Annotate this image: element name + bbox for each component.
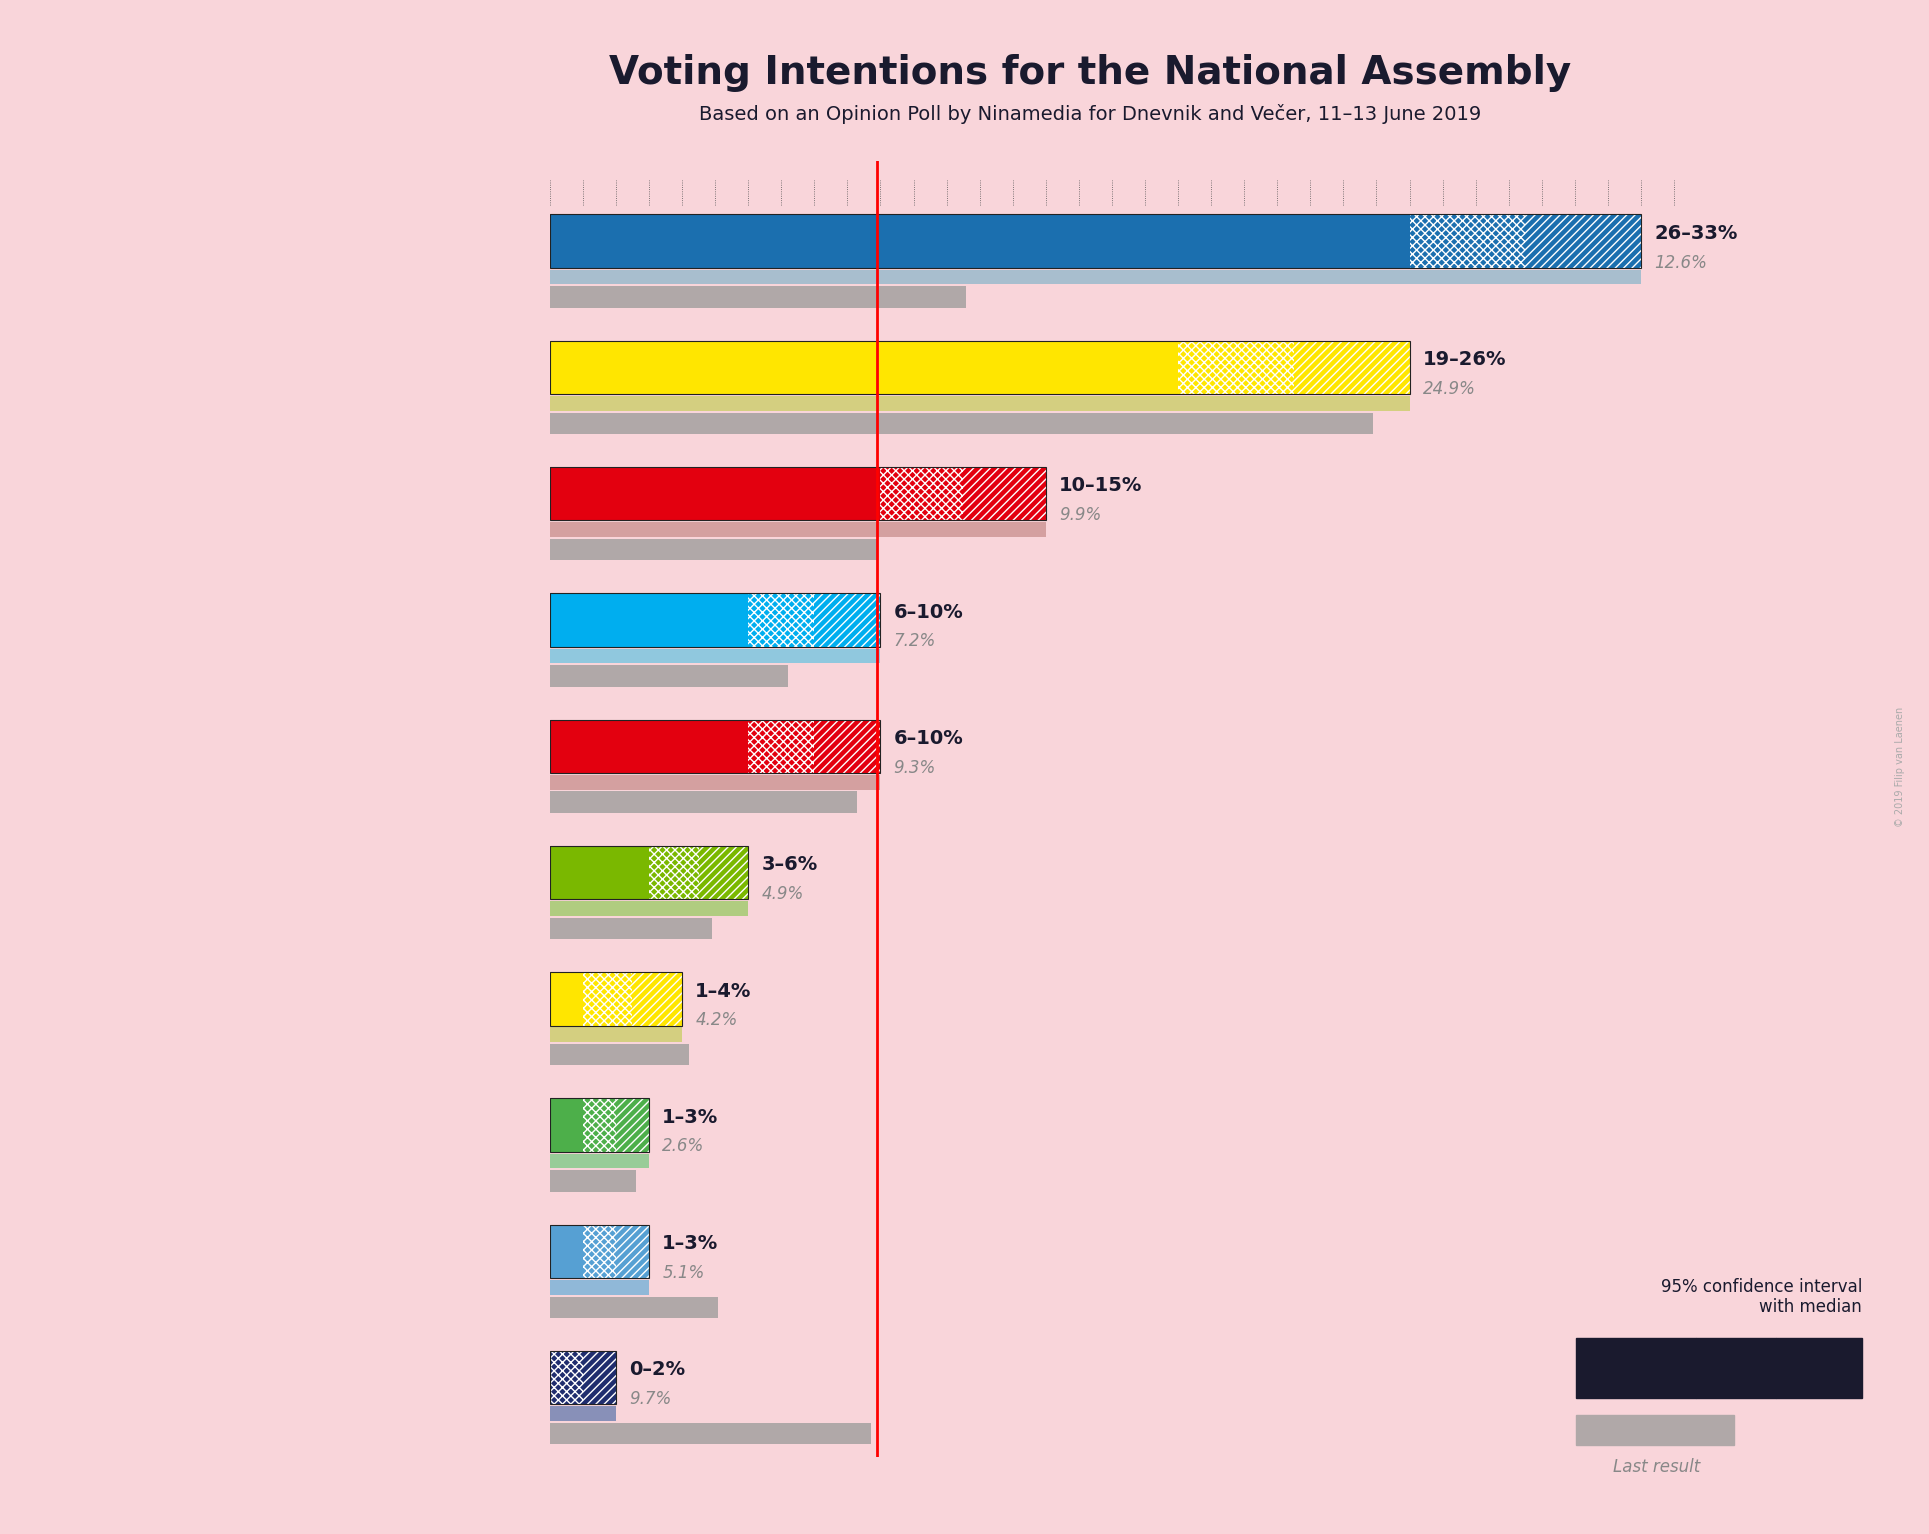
Bar <box>748 594 814 647</box>
Bar <box>550 287 966 308</box>
Bar <box>550 1154 648 1169</box>
Text: 4.2%: 4.2% <box>694 1011 737 1029</box>
Bar <box>814 719 880 773</box>
Bar <box>550 1279 648 1295</box>
Bar <box>748 719 814 773</box>
Bar <box>550 845 748 899</box>
Bar <box>550 341 1410 394</box>
Text: Based on an Opinion Poll by Ninamedia for Dnevnik and Večer, 11–13 June 2019: Based on an Opinion Poll by Ninamedia fo… <box>698 104 1481 124</box>
Bar <box>550 973 583 1026</box>
Text: 6–10%: 6–10% <box>893 603 963 621</box>
Text: 0–2%: 0–2% <box>629 1361 685 1379</box>
Bar <box>615 1224 648 1278</box>
Bar <box>583 1224 615 1278</box>
Text: 5.1%: 5.1% <box>662 1264 704 1282</box>
Bar <box>1179 341 1294 394</box>
Bar <box>550 1351 615 1404</box>
Bar <box>550 396 1410 411</box>
Bar <box>550 1407 615 1420</box>
FancyBboxPatch shape <box>1696 1338 1777 1397</box>
Bar <box>550 466 880 520</box>
Text: 1–3%: 1–3% <box>662 1108 718 1127</box>
Bar <box>550 1028 683 1042</box>
Bar <box>550 792 856 813</box>
Bar <box>550 1098 583 1152</box>
FancyBboxPatch shape <box>1576 1414 1734 1445</box>
Text: Last result: Last result <box>1613 1457 1699 1476</box>
Bar <box>550 1424 870 1443</box>
Bar <box>550 649 880 663</box>
Bar <box>550 1351 583 1404</box>
Bar <box>1410 215 1526 268</box>
FancyBboxPatch shape <box>1777 1338 1861 1397</box>
Bar <box>550 1224 648 1278</box>
Text: © 2019 Filip van Laenen: © 2019 Filip van Laenen <box>1894 707 1906 827</box>
Bar <box>550 1170 637 1192</box>
Text: 9.9%: 9.9% <box>1059 506 1101 525</box>
Bar <box>1526 215 1642 268</box>
Bar <box>550 845 648 899</box>
Bar <box>550 917 712 939</box>
Bar <box>550 523 1046 537</box>
Text: 26–33%: 26–33% <box>1655 224 1738 242</box>
Text: 6–10%: 6–10% <box>893 729 963 749</box>
Bar <box>550 1045 689 1066</box>
Bar <box>550 341 1179 394</box>
Text: 9.7%: 9.7% <box>629 1390 671 1408</box>
Bar <box>550 538 878 560</box>
Text: 95% confidence interval
with median: 95% confidence interval with median <box>1661 1278 1861 1316</box>
Bar <box>550 594 880 647</box>
Bar <box>633 973 683 1026</box>
Text: 2.6%: 2.6% <box>662 1138 704 1155</box>
Bar <box>550 775 880 790</box>
FancyBboxPatch shape <box>1576 1338 1696 1397</box>
Bar <box>583 1351 615 1404</box>
Text: Voting Intentions for the National Assembly: Voting Intentions for the National Assem… <box>610 54 1570 92</box>
Bar <box>550 666 787 687</box>
Bar <box>880 466 963 520</box>
Text: 4.9%: 4.9% <box>762 885 804 904</box>
Bar <box>583 1098 615 1152</box>
Bar <box>550 900 748 916</box>
Bar <box>583 973 633 1026</box>
Bar <box>550 270 1642 284</box>
Bar <box>698 845 748 899</box>
Bar <box>550 1224 583 1278</box>
Text: 9.3%: 9.3% <box>893 759 936 776</box>
Bar <box>550 719 880 773</box>
Bar <box>550 1098 648 1152</box>
Text: 10–15%: 10–15% <box>1059 477 1142 495</box>
Bar <box>615 1098 648 1152</box>
Text: 7.2%: 7.2% <box>893 632 936 650</box>
Bar <box>648 845 698 899</box>
Bar <box>550 466 1046 520</box>
Bar <box>550 215 1410 268</box>
Text: 3–6%: 3–6% <box>762 856 818 874</box>
Bar <box>814 594 880 647</box>
Text: 19–26%: 19–26% <box>1424 350 1507 370</box>
Bar <box>550 594 748 647</box>
Bar <box>550 719 748 773</box>
Bar <box>550 1296 718 1318</box>
Bar <box>550 973 683 1026</box>
Bar <box>550 413 1373 434</box>
Text: 12.6%: 12.6% <box>1655 253 1707 272</box>
Bar <box>963 466 1046 520</box>
Text: 24.9%: 24.9% <box>1424 380 1476 397</box>
Bar <box>550 215 1642 268</box>
Text: 1–3%: 1–3% <box>662 1235 718 1253</box>
Text: 1–4%: 1–4% <box>694 982 752 1000</box>
Bar <box>1294 341 1410 394</box>
